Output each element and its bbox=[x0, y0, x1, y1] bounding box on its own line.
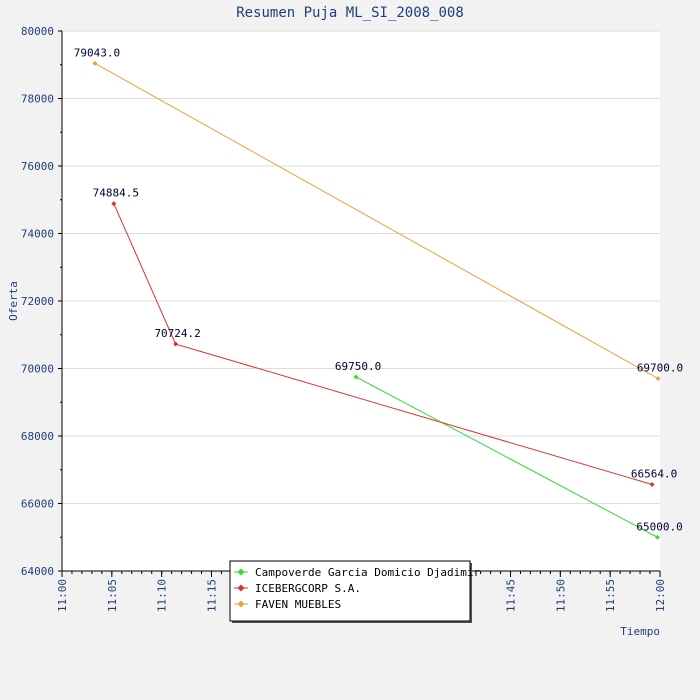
data-point bbox=[92, 60, 98, 66]
y-tick-label: 76000 bbox=[21, 160, 54, 173]
legend-label: FAVEN MUEBLES bbox=[255, 598, 341, 611]
x-tick-label: 11:50 bbox=[554, 579, 567, 612]
data-label: 70724.2 bbox=[154, 327, 200, 340]
data-label: 66564.0 bbox=[631, 467, 677, 480]
x-tick-label: 12:00 bbox=[654, 579, 667, 612]
data-label: 79043.0 bbox=[74, 46, 120, 59]
x-tick-label: 11:45 bbox=[505, 579, 518, 612]
y-axis-label: Oferta bbox=[7, 281, 20, 321]
data-point bbox=[111, 201, 117, 207]
y-tick-label: 74000 bbox=[21, 228, 54, 241]
legend-label: ICEBERGCORP S.A. bbox=[255, 582, 361, 595]
legend-swatch-marker bbox=[237, 600, 245, 608]
y-tick-label: 72000 bbox=[21, 295, 54, 308]
x-axis-label: Tiempo bbox=[620, 625, 660, 638]
x-tick-label: 11:15 bbox=[206, 579, 219, 612]
y-tick-label: 64000 bbox=[21, 565, 54, 578]
legend-swatch-marker bbox=[237, 568, 245, 576]
data-labels: 69750.0 65000.0 74884.5 70724.2 66564.0 79043… bbox=[74, 46, 683, 533]
data-point bbox=[353, 374, 359, 380]
y-tick-label: 70000 bbox=[21, 363, 54, 376]
legend: Campoverde Garcia Domicio Djadimir ICEBER… bbox=[229, 560, 481, 623]
y-tick-label: 80000 bbox=[21, 25, 54, 38]
x-tick-label: 11:10 bbox=[156, 579, 169, 612]
legend-label: Campoverde Garcia Domicio Djadimir bbox=[255, 566, 481, 579]
legend-swatch-marker bbox=[237, 584, 245, 592]
series-lines bbox=[92, 60, 661, 540]
y-tick-label: 68000 bbox=[21, 430, 54, 443]
series-line-0 bbox=[355, 376, 658, 538]
data-point bbox=[173, 341, 179, 347]
data-label: 74884.5 bbox=[93, 187, 139, 200]
data-label: 65000.0 bbox=[636, 520, 682, 533]
x-tick-label: 11:00 bbox=[56, 579, 69, 612]
data-label: 69700.0 bbox=[637, 362, 683, 375]
series-line-2 bbox=[94, 62, 659, 380]
data-label: 69750.0 bbox=[335, 360, 381, 373]
data-point bbox=[655, 376, 661, 382]
chart-title: Resumen Puja ML_SI_2008_008 bbox=[236, 5, 464, 21]
y-tick-label: 66000 bbox=[21, 498, 54, 511]
x-tick-label: 11:55 bbox=[604, 579, 617, 612]
data-point bbox=[655, 534, 661, 540]
y-tick-label: 78000 bbox=[21, 93, 54, 106]
data-point bbox=[649, 481, 655, 487]
x-tick-label: 11:05 bbox=[106, 579, 119, 612]
legend-box bbox=[229, 560, 471, 622]
